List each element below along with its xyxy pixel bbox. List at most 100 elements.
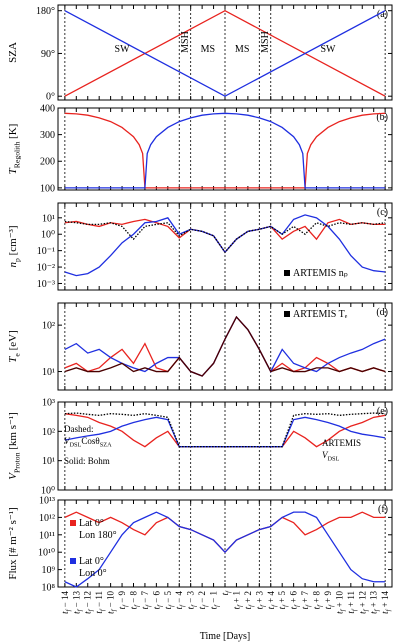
y-tick-label: 10² <box>42 427 55 438</box>
text-part: − 5 <box>163 591 173 606</box>
text-part: f <box>179 604 186 607</box>
series-line <box>64 315 386 377</box>
x-tick-label: tf − 9 <box>117 591 129 610</box>
legend-label: Lon 0° <box>79 568 107 579</box>
x-tick-label: tf + 14 <box>380 591 392 614</box>
text-part: t <box>323 606 333 609</box>
y-tick-label: 10⁰ <box>41 230 55 241</box>
x-tick-label: tf − 4 <box>174 591 186 610</box>
text-part: + 12 <box>357 591 367 610</box>
y-tick-label: 10¹ <box>42 367 55 378</box>
subscript: SZA <box>100 442 112 449</box>
text-part: t <box>106 611 116 614</box>
x-tick-label: tf + 7 <box>300 591 312 610</box>
x-tick-label: tf + 2 <box>243 591 255 609</box>
y-tick-label: 10⁻¹ <box>37 246 55 257</box>
text-part: − 14 <box>60 591 70 610</box>
text-part: V <box>322 450 329 460</box>
text-part: + 8 <box>312 591 322 606</box>
text-part: V <box>64 436 71 446</box>
text-part: t <box>60 611 70 614</box>
y-axis-label: Te [eV] <box>7 330 21 362</box>
y-axis-label: Flux [# m⁻² s⁻¹] <box>7 507 19 579</box>
text-part: − 8 <box>128 591 138 606</box>
text-part: t <box>357 611 367 614</box>
text-part: t <box>71 611 81 614</box>
text-part: − 7 <box>140 591 150 606</box>
annotation: VDSL <box>322 450 340 463</box>
legend-label: Lon 180° <box>79 530 117 541</box>
x-tick-label: tf − 8 <box>128 591 140 610</box>
subscript: Regolith <box>12 142 21 169</box>
text-part: [K] <box>7 124 19 142</box>
legend-label: ARTEMIS Tₑ <box>293 309 348 320</box>
text-part: Dashed: <box>64 424 94 434</box>
text-part: + 6 <box>289 591 299 606</box>
legend-swatch <box>70 520 76 526</box>
panel-label: (e) <box>377 406 388 417</box>
y-tick-label: 10⁹ <box>42 565 56 576</box>
text-part: n <box>7 261 19 267</box>
x-tick-label: tf + 9 <box>323 591 335 610</box>
text-part: V <box>7 472 19 480</box>
y-tick-label: 200 <box>40 157 55 168</box>
text-part: t <box>186 606 196 609</box>
annotation: Dashed: <box>64 424 94 434</box>
series-line <box>64 10 386 97</box>
text-part: f <box>214 604 221 607</box>
text-part: f <box>294 604 301 607</box>
text-part: − 2 <box>197 591 207 605</box>
text-part: t <box>174 606 184 609</box>
y-tick-label: 10⁸ <box>42 583 56 594</box>
x-tick-label: tf − 13 <box>71 591 83 614</box>
text-part: f <box>88 608 95 611</box>
text-part: [km s⁻¹] <box>7 412 19 452</box>
text-part: SZA <box>7 42 19 63</box>
y-tick-label: 90° <box>41 49 55 60</box>
text-part: f <box>133 604 140 607</box>
subscript: e <box>12 353 21 357</box>
legend-label: ARTEMIS nₚ <box>293 268 348 279</box>
text-part: [eV] <box>7 330 19 353</box>
text-part: f <box>317 604 324 607</box>
legend-label: Lat 0° <box>79 556 104 567</box>
text-part: f <box>76 608 83 611</box>
text-part: f <box>362 608 369 611</box>
panel-label: (a) <box>377 9 388 20</box>
x-tick-label: tf + 8 <box>312 591 324 610</box>
text-part: t <box>369 611 379 614</box>
text-part: t <box>140 606 150 609</box>
text-part: [cm⁻³] <box>7 226 19 259</box>
x-tick-label: tf + 1 <box>231 591 243 609</box>
x-tick-label: tf + 10 <box>334 591 346 614</box>
y-tick-label: 400 <box>40 104 55 115</box>
text-part: f <box>351 608 358 611</box>
text-part: f <box>65 608 72 611</box>
text-part: Solid: Bohm <box>64 456 110 466</box>
text-part: − 11 <box>94 591 104 609</box>
y-tick-label: 10¹ <box>42 456 55 467</box>
x-tick-label: tf − 1 <box>209 591 221 609</box>
text-part: + 2 <box>243 591 253 605</box>
text-part: t <box>380 611 390 614</box>
series-line <box>64 220 386 254</box>
x-tick-label: tf − 7 <box>140 591 152 610</box>
text-part: t <box>209 606 219 609</box>
y-axis-label: np [cm⁻³] <box>7 226 21 268</box>
text-part: + 3 <box>254 591 264 606</box>
text-part: T <box>7 167 19 174</box>
text-part: t <box>277 606 287 609</box>
text-part: + 4 <box>266 591 276 606</box>
x-tick-label: tf + 12 <box>357 591 369 614</box>
text-part: − 6 <box>151 591 161 606</box>
text-part: f <box>99 608 106 611</box>
subscript: DSL <box>70 442 82 449</box>
text-part: f <box>145 604 152 607</box>
y-tick-label: 0° <box>46 92 55 103</box>
text-part: t <box>117 606 127 609</box>
y-axis-label: TRegolith [K] <box>7 124 21 175</box>
y-tick-label: 10¹ <box>42 213 55 224</box>
panel-label: (f) <box>378 504 388 515</box>
text-part: ARTEMIS <box>322 438 361 448</box>
